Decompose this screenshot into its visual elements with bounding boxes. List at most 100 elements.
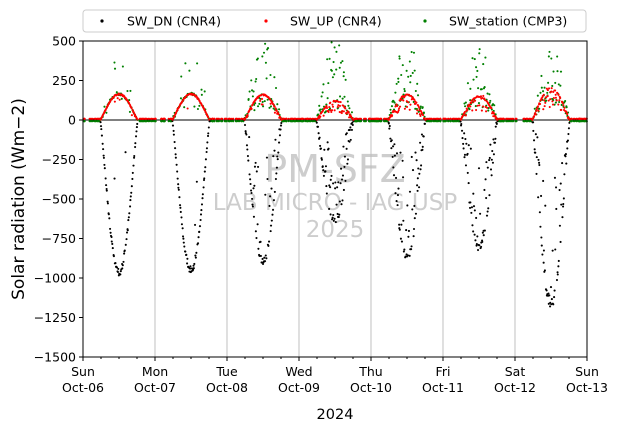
sw-up-point	[462, 114, 465, 117]
sw-up-point	[325, 106, 329, 110]
sw-dn-point	[333, 217, 336, 220]
sw-up-point	[131, 109, 134, 112]
sw-dn-point	[549, 305, 552, 308]
sw-station-point	[259, 97, 262, 100]
sw-dn-point	[121, 267, 124, 270]
sw-dn-point	[128, 212, 131, 215]
sw-up-point	[452, 117, 455, 120]
sw-dn-point	[259, 254, 262, 257]
sw-dn-point	[533, 148, 536, 151]
sw-dn-point	[123, 249, 126, 252]
sw-dn-point	[558, 188, 561, 192]
sw-up-point	[548, 105, 551, 109]
sw-dn-point	[486, 210, 489, 213]
sw-up-point	[552, 90, 555, 94]
legend-marker-sw-up	[264, 19, 268, 23]
sw-up-point	[167, 117, 170, 120]
sw-station-point	[423, 115, 426, 118]
sw-station-point	[200, 88, 203, 91]
sw-dn-point	[341, 174, 345, 177]
sw-dn-point	[419, 168, 422, 171]
sw-station-point	[139, 120, 142, 123]
y-tick-label: −500	[42, 192, 76, 207]
sw-dn-point	[551, 249, 554, 252]
sw-dn-point	[416, 177, 419, 180]
sw-up-point	[250, 107, 253, 110]
sw-up-point	[132, 110, 135, 114]
sw-dn-point	[250, 189, 253, 192]
sw-up-point	[364, 117, 367, 120]
sw-dn-point	[421, 148, 424, 151]
sw-station-point	[333, 73, 336, 76]
sw-dn-point	[202, 186, 205, 189]
sw-up-point	[322, 114, 325, 117]
sw-station-point	[546, 91, 549, 94]
sw-dn-point	[545, 289, 548, 292]
sw-dn-point	[318, 136, 321, 139]
sw-dn-point	[538, 164, 541, 167]
sw-up-point	[251, 103, 254, 106]
sw-dn-point	[181, 235, 185, 238]
sw-up-point	[399, 105, 402, 108]
sw-station-point	[128, 110, 131, 113]
sw-up-point	[584, 117, 587, 120]
sw-up-point	[211, 117, 214, 120]
sw-up-point	[551, 103, 555, 106]
sw-dn-point	[400, 240, 404, 243]
sw-station-point	[313, 120, 316, 123]
sw-up-point	[319, 115, 322, 118]
sw-dn-point	[102, 154, 105, 157]
sw-station-point	[167, 120, 170, 123]
sw-dn-point	[398, 227, 401, 230]
sw-up-point	[557, 93, 560, 96]
sw-up-point	[535, 108, 538, 111]
sw-dn-point	[340, 178, 344, 181]
sw-station-point	[224, 120, 227, 123]
sw-up-point	[289, 117, 292, 120]
sw-up-point	[405, 93, 408, 96]
sw-dn-point	[399, 151, 402, 154]
sw-dn-point	[420, 164, 423, 167]
sw-dn-point	[105, 184, 108, 187]
x-tick-label-date: Oct-13	[566, 380, 608, 395]
sw-dn-point	[192, 267, 195, 270]
sw-dn-point	[410, 155, 413, 159]
sw-station-point	[200, 93, 203, 96]
sw-dn-point	[182, 241, 185, 244]
sw-dn-point	[176, 177, 179, 180]
sw-up-point	[430, 117, 433, 120]
sw-station-point	[469, 87, 472, 90]
sw-dn-point	[398, 223, 401, 226]
sw-station-point	[559, 84, 562, 87]
sw-dn-point	[390, 139, 393, 142]
sw-up-point	[198, 99, 201, 103]
sw-dn-point	[413, 217, 416, 220]
sw-dn-point	[252, 215, 255, 218]
sw-dn-point	[344, 179, 347, 182]
sw-dn-point	[255, 237, 258, 240]
sw-dn-point	[410, 248, 413, 251]
sw-station-point	[217, 120, 220, 123]
sw-up-point	[325, 105, 328, 108]
sw-dn-point	[419, 141, 422, 144]
sw-up-point	[342, 104, 345, 107]
sw-dn-point	[539, 225, 542, 228]
sw-station-point	[471, 57, 474, 60]
sw-dn-point	[477, 167, 481, 170]
sw-up-point	[391, 114, 394, 117]
sw-dn-point	[106, 202, 109, 205]
sw-station-point	[96, 120, 99, 123]
sw-dn-point	[562, 202, 565, 206]
sw-up-point	[443, 117, 446, 120]
sw-station-point	[268, 106, 271, 109]
sw-station-point	[466, 82, 469, 85]
sw-up-point	[413, 98, 416, 101]
sw-station-point	[129, 89, 132, 92]
sw-dn-point	[110, 235, 113, 239]
sw-up-point	[383, 117, 386, 120]
sw-station-point	[113, 67, 117, 70]
sw-dn-point	[547, 292, 550, 295]
sw-up-point	[495, 116, 498, 119]
sw-dn-point	[131, 171, 134, 174]
sw-dn-point	[131, 177, 134, 180]
